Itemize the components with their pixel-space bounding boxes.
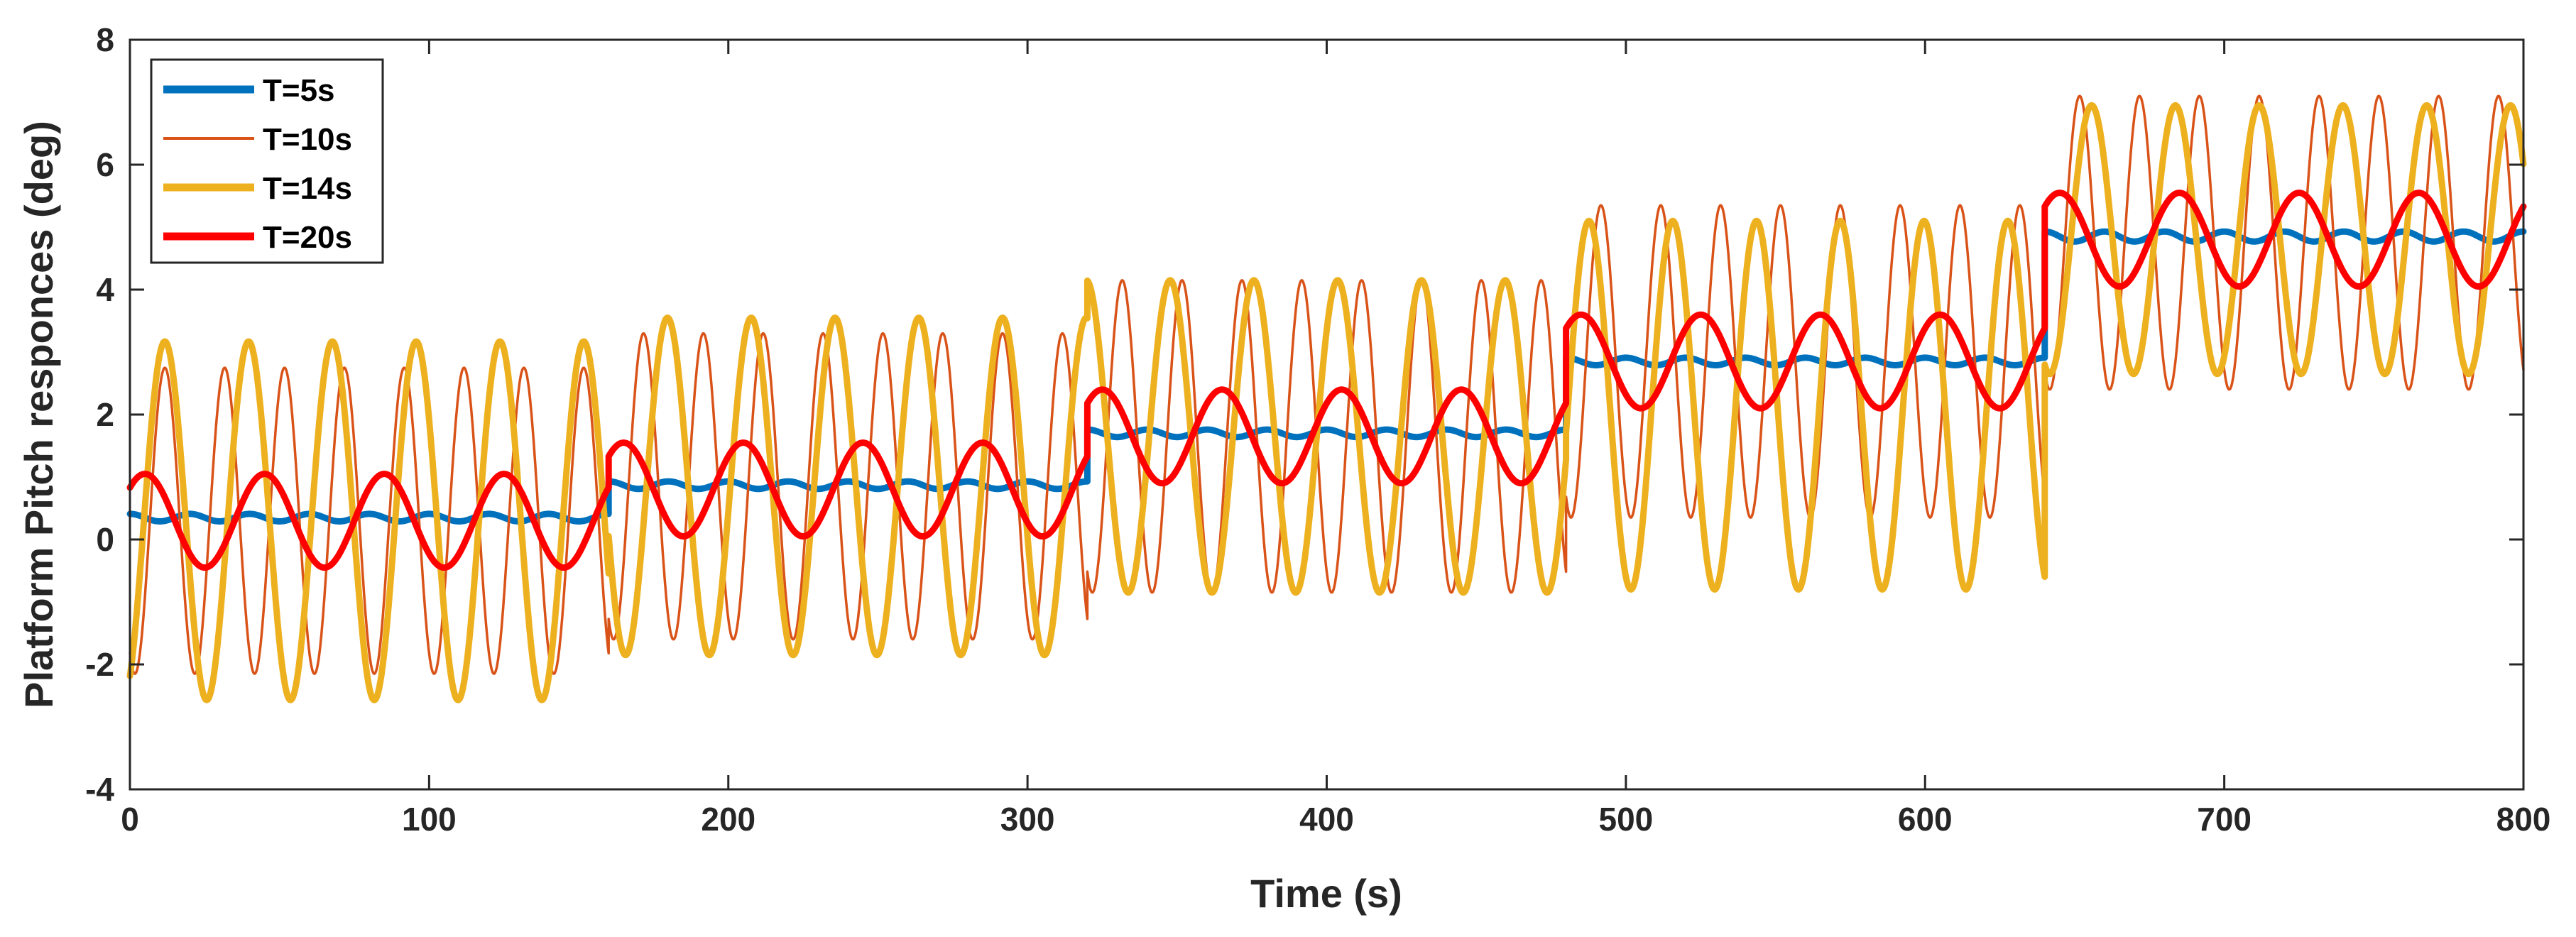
y-tick-label: 8	[96, 21, 114, 58]
x-tick-label: 0	[121, 801, 139, 838]
x-tick-label: 300	[1000, 801, 1055, 838]
tick-layer: 0 100 200 300 400 500 600 700 800 -4 -2 0 2 4 6 8	[85, 21, 2550, 838]
x-tick-label: 600	[1898, 801, 1953, 838]
y-tick-label: 0	[96, 521, 114, 558]
legend-label-t20: T=20s	[263, 220, 352, 255]
legend: T=5s T=10s T=14s T=20s	[150, 58, 384, 264]
x-tick-label: 100	[402, 801, 457, 838]
x-tick-label: 400	[1299, 801, 1354, 838]
x-tick-label: 500	[1599, 801, 1654, 838]
y-tick-label: -2	[85, 646, 114, 683]
plot-area	[130, 40, 2523, 789]
y-tick-label: -4	[85, 771, 114, 808]
legend-box	[150, 58, 384, 264]
legend-label-t5: T=5s	[263, 73, 335, 108]
series-line-t-14s	[126, 102, 2527, 703]
series-layer	[126, 94, 2527, 703]
x-tick-label: 200	[701, 801, 755, 838]
series-line-t-10s	[129, 94, 2525, 675]
series-line-t-20s	[126, 190, 2527, 571]
y-tick-label: 6	[96, 146, 114, 183]
y-tick-label: 2	[96, 396, 114, 433]
y-tick-label: 4	[96, 271, 114, 308]
x-tick-label: 800	[2496, 801, 2551, 838]
x-tick-label: 700	[2197, 801, 2252, 838]
y-axis-title: Platform Pitch responces (deg)	[16, 121, 61, 708]
legend-label-t14: T=14s	[263, 171, 352, 206]
legend-label-t10: T=10s	[263, 122, 352, 157]
x-axis-title: Time (s)	[1250, 871, 1402, 916]
